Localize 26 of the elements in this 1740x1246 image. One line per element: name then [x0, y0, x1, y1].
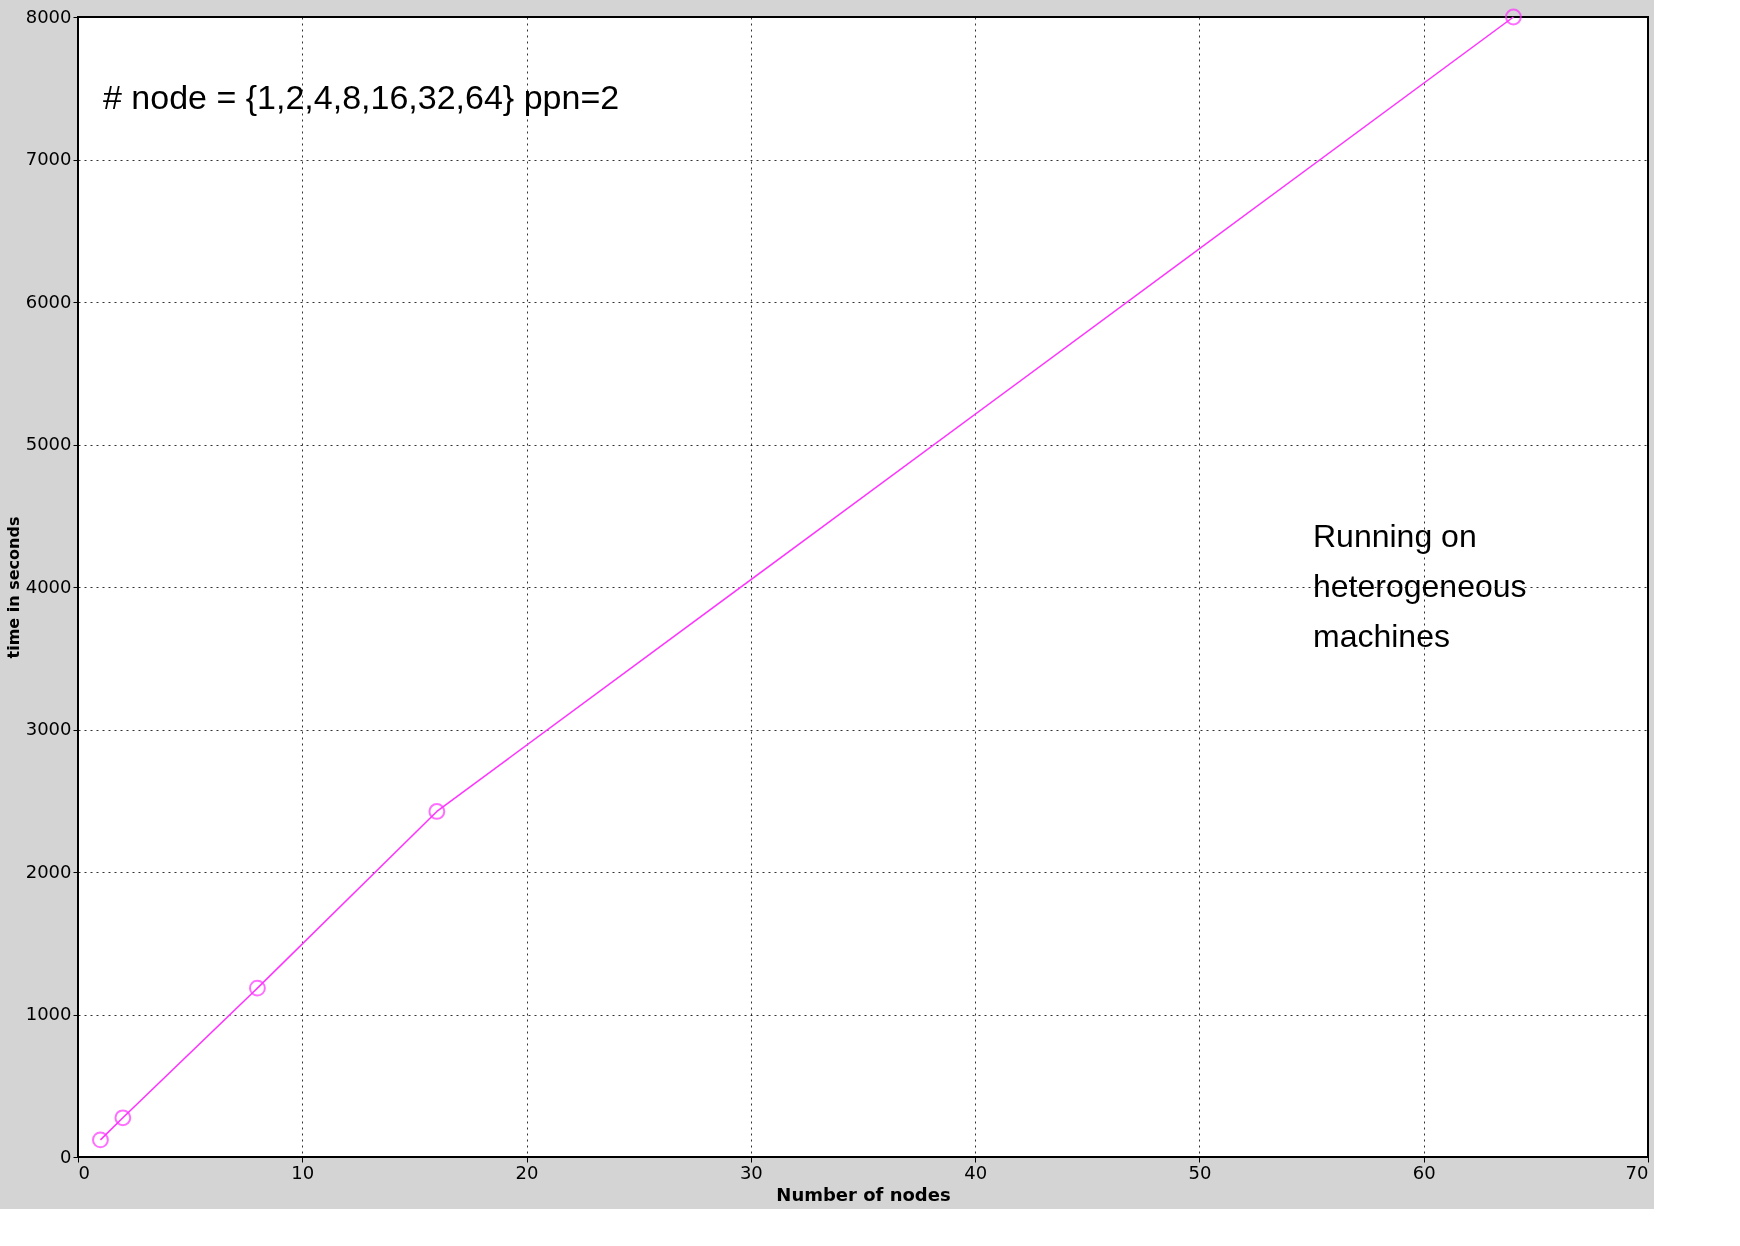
y-tick-label: 2000	[25, 860, 72, 882]
y-tick-label: 0	[60, 1145, 72, 1167]
y-tick-label: 7000	[25, 148, 72, 169]
point	[92, 1131, 109, 1149]
point	[114, 1109, 132, 1127]
x-tick-label: 40	[964, 1161, 988, 1183]
point	[249, 979, 266, 997]
annotation: Running on heterogeneous machines	[1313, 518, 1527, 654]
y-tick-label: 5000	[25, 433, 72, 454]
y-tick-label: 3000	[25, 718, 72, 739]
x-tick-label: 10	[291, 1161, 315, 1183]
x-tick-label: 60	[1412, 1161, 1436, 1183]
y-tick-label: 4000	[25, 575, 72, 597]
annotation: # node = {1,2,4,8,16,32,64} ppn=2	[103, 78, 620, 116]
x-tick-label: 70	[1625, 1161, 1649, 1183]
y-tick-label: 1000	[25, 1003, 72, 1024]
x-tick-label: 50	[1188, 1161, 1212, 1183]
x-tick-label: 30	[739, 1161, 763, 1183]
y-tick-label: 6000	[25, 290, 72, 312]
point	[428, 803, 446, 820]
point	[1505, 8, 1522, 26]
x-tick-label: 20	[515, 1161, 539, 1183]
x-axis-title: Number of nodes	[776, 1183, 951, 1205]
y-tick-label: 8000	[25, 5, 72, 27]
x-tick-label: 0	[78, 1161, 90, 1183]
y-axis-title: time in seconds	[3, 516, 23, 659]
